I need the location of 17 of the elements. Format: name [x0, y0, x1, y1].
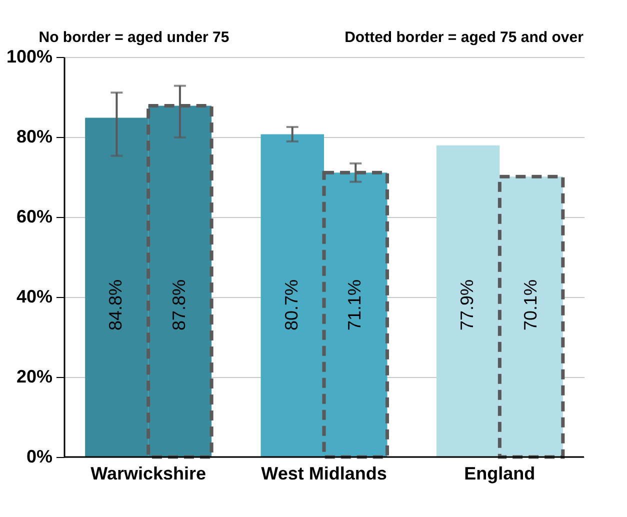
y-tick-label: 40%: [16, 286, 52, 306]
data-label: 70.1%: [520, 279, 540, 331]
text: Dotted border = aged 75 and over: [344, 29, 584, 46]
x-tick-label: England: [464, 464, 536, 484]
y-tick-label: 100%: [6, 46, 52, 66]
x-tick-label: West Midlands: [261, 464, 387, 484]
y-tick-label: 60%: [16, 206, 52, 226]
y-tick-label: 0%: [26, 446, 52, 466]
data-label: 77.9%: [457, 279, 478, 331]
data-label: 71.1%: [344, 279, 365, 331]
data-label: 87.8%: [168, 279, 189, 331]
x-tick-label: Warwickshire: [90, 464, 206, 484]
y-tick-label: 80%: [16, 126, 52, 146]
y-tick-label: 20%: [16, 366, 52, 386]
data-label: 80.7%: [281, 279, 302, 331]
data-label: 84.8%: [106, 279, 126, 331]
text: No border = aged under 75: [38, 29, 230, 46]
